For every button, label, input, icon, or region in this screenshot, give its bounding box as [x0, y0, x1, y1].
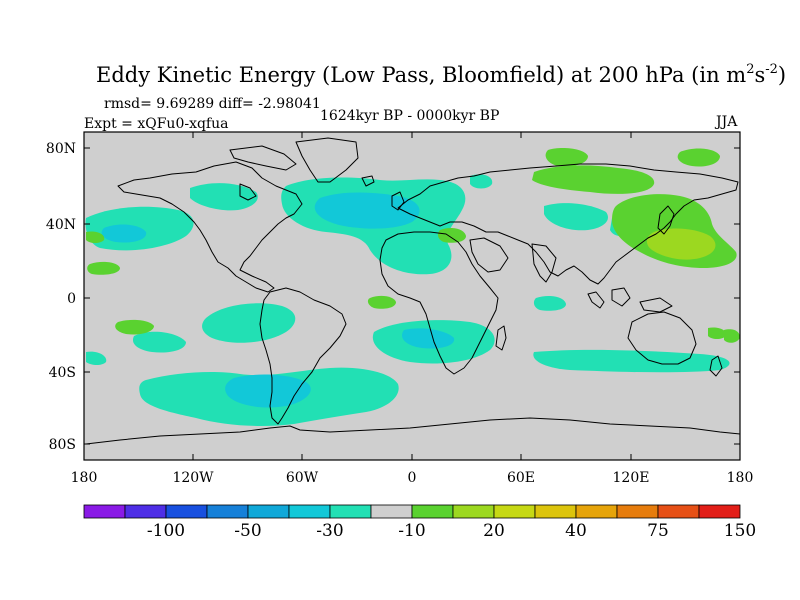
colorbar-label: 20 [483, 521, 505, 541]
colorbar-swatch [165, 504, 208, 519]
stats-text: rmsd= 9.69289 diff= -2.98041 [104, 96, 321, 112]
aqua-region-indian-ocean [533, 349, 730, 373]
cyan-core-s-atlantic [402, 328, 455, 349]
colorbar-swatch [370, 504, 413, 519]
colorbar-swatch [83, 504, 126, 519]
aqua-region-far-sw [86, 351, 107, 365]
latitude-labels: 80N 40N 0 40S 80S [46, 141, 76, 453]
colorbar-swatch [247, 504, 290, 519]
coast-new-guinea [639, 297, 673, 313]
coast-greenland [295, 137, 359, 183]
lat-label: 0 [67, 291, 76, 307]
aqua-region-n-america [190, 183, 258, 211]
cyan-core-n-pacific [101, 224, 147, 243]
coast-south-america [259, 287, 347, 425]
colorbar-label: -100 [147, 521, 185, 541]
green-region-pacific-2 [86, 231, 105, 243]
green-region-atlantic-tropics [367, 295, 396, 309]
coast-british-isles [391, 191, 405, 211]
green-region-pacific-1 [87, 261, 120, 275]
colorbar-swatch [288, 504, 331, 519]
colorbar-swatch [657, 504, 700, 519]
colorbar-swatch [329, 504, 372, 519]
lon-label: 180 [71, 470, 98, 486]
colorbar-label: -30 [316, 521, 343, 541]
colorbar-label: -10 [398, 521, 425, 541]
title-unit-sup2: -2 [765, 62, 778, 77]
coast-iceland [361, 175, 375, 187]
colorbar-swatch [411, 504, 454, 519]
coast-antarctica [85, 417, 741, 445]
coast-north-america [117, 161, 303, 293]
coastlines [85, 137, 741, 445]
colorbar-swatch [698, 504, 741, 519]
aqua-region-tropical-pacific [202, 303, 296, 343]
longitude-labels: 180 120W 60W 0 60E 120E 180 [71, 470, 754, 486]
coast-new-zealand [709, 355, 723, 377]
coast-australia [627, 311, 697, 365]
colorbar-label: 40 [565, 521, 587, 541]
cyan-core-n-atlantic [314, 192, 420, 229]
lon-label: 0 [408, 470, 417, 486]
colorbar-label: -50 [234, 521, 261, 541]
colorbar-swatch [206, 504, 249, 519]
colorbar-swatch [452, 504, 495, 519]
coast-borneo [611, 287, 631, 307]
map-panel [83, 131, 741, 461]
title-main: Eddy Kinetic Energy (Low Pass, Bloomfiel… [96, 63, 746, 87]
title-unit-close: ) [778, 63, 786, 87]
coast-arctic-islands [229, 145, 297, 171]
coast-madagascar [495, 325, 507, 351]
lat-label: 80S [49, 437, 76, 453]
coast-africa [379, 231, 499, 375]
season-text: JJA [714, 114, 738, 130]
lon-label: 60W [286, 470, 319, 486]
period-text: 1624kyr BP - 0000kyr BP [320, 108, 499, 124]
coast-sumatra [587, 291, 605, 309]
colorbar-labels: -100 -50 -30 -10 20 40 75 150 [147, 521, 756, 541]
title-unit-sup1: 2 [746, 62, 754, 77]
lat-label: 40S [49, 365, 76, 381]
coast-hudson-bay [239, 183, 257, 201]
colorbar-swatch [493, 504, 536, 519]
lon-label: 60E [507, 470, 535, 486]
green-region-mediterranean [437, 228, 466, 243]
colorbar-swatch [124, 504, 167, 519]
yellowgreen-core-east-asia [646, 228, 716, 260]
coast-eurasia [397, 163, 739, 285]
colorbar [83, 504, 741, 519]
aqua-region-arctic-sib [470, 174, 493, 189]
lat-label: 40N [46, 217, 76, 233]
axis-ticks [83, 132, 741, 460]
coast-india [531, 243, 557, 283]
green-region-greenland [545, 148, 588, 167]
aqua-region-pacific-small [132, 331, 186, 353]
lon-label: 120E [613, 470, 650, 486]
lon-label: 120W [172, 470, 214, 486]
lat-label: 80N [46, 141, 76, 157]
colorbar-label: 150 [724, 521, 756, 541]
aqua-region-asia [544, 203, 608, 231]
colorbar-swatch [575, 504, 618, 519]
coast-japan [657, 205, 675, 235]
green-region-east-indian [708, 327, 727, 339]
cyan-core-s-pacific [225, 374, 311, 408]
colorbar-swatch [534, 504, 577, 519]
coast-arabia [469, 237, 509, 273]
colorbar-swatch [616, 504, 659, 519]
green-region-africa-west [533, 296, 566, 311]
green-region-arctic-asia [532, 165, 655, 194]
title-unit-mid: s [754, 63, 765, 87]
green-region-arctic-east [677, 148, 720, 167]
colorbar-label: 75 [647, 521, 669, 541]
lon-label: 180 [727, 470, 754, 486]
green-region-eastern-edge [724, 329, 740, 343]
green-region-pacific-south [115, 319, 154, 335]
experiment-text: Expt = xQFu0-xqfua [84, 116, 228, 132]
figure-title: Eddy Kinetic Energy (Low Pass, Bloomfiel… [96, 62, 786, 87]
